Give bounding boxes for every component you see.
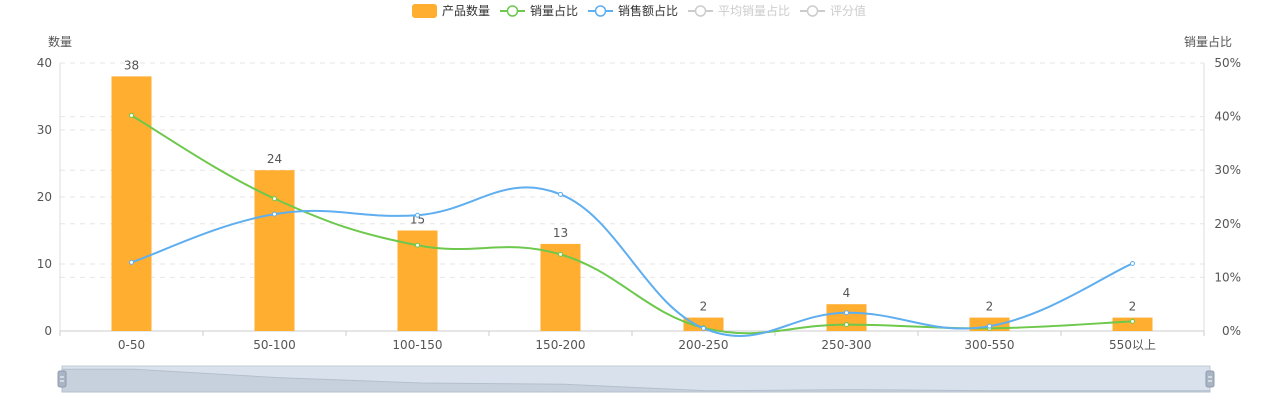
x-tick-label: 100-150 (392, 338, 442, 352)
line-point[interactable] (272, 196, 277, 202)
legend-item[interactable]: 产品数量 (412, 3, 490, 18)
legend-marker (694, 5, 707, 17)
bar[interactable] (683, 317, 724, 331)
right-axis-label: 销量占比 (1184, 34, 1232, 49)
legend-item[interactable]: 平均销量占比 (688, 3, 790, 18)
line-point[interactable] (1130, 318, 1135, 324)
right-tick-label: 20% (1214, 217, 1241, 231)
legend-label: 平均销量占比 (718, 3, 790, 18)
bar[interactable] (111, 76, 152, 332)
right-tick-label: 10% (1214, 270, 1241, 284)
datazoom-slider[interactable] (57, 365, 1215, 393)
bar-data-label: 24 (267, 152, 282, 166)
x-tick-label: 50-100 (253, 338, 296, 352)
legend-item[interactable]: 销量占比 (500, 3, 578, 18)
x-tick-label: 550以上 (1109, 338, 1156, 352)
x-tick-label: 150-200 (535, 338, 585, 352)
legend-marker (594, 5, 607, 17)
line-point[interactable] (415, 212, 420, 218)
datazoom-handle-grip[interactable] (1205, 370, 1215, 388)
legend-label: 销售额占比 (618, 3, 678, 18)
line-point[interactable] (558, 251, 563, 257)
line-point[interactable] (558, 191, 563, 197)
legend-label: 产品数量 (442, 3, 490, 18)
legend: 产品数量 销量占比 销售额占比 平均销量占比 评分值 (412, 3, 866, 18)
legend-bar-swatch (412, 4, 437, 18)
right-tick-label: 40% (1214, 110, 1241, 124)
bar-data-label: 13 (553, 226, 568, 240)
legend-item[interactable]: 销售额占比 (588, 3, 678, 18)
left-tick-label: 20 (37, 190, 52, 204)
legend-label: 评分值 (830, 3, 866, 18)
legend-marker (506, 5, 519, 17)
line-point[interactable] (272, 211, 277, 217)
datazoom-handle[interactable] (1205, 370, 1215, 388)
bar[interactable] (540, 243, 581, 331)
x-tick-label: 300-550 (964, 338, 1014, 352)
datazoom-handle[interactable] (57, 370, 67, 388)
line-point[interactable] (129, 259, 134, 265)
bar-data-label: 2 (1129, 300, 1137, 314)
line-point[interactable] (415, 242, 420, 248)
line-point[interactable] (844, 322, 849, 328)
bar-data-label: 2 (986, 300, 994, 314)
line-point[interactable] (701, 325, 706, 331)
left-tick-label: 10 (37, 257, 52, 271)
bar[interactable] (254, 170, 295, 331)
left-tick-label: 40 (37, 56, 52, 70)
line-point[interactable] (844, 310, 849, 316)
left-axis-label: 数量 (48, 34, 72, 49)
axes: 数量 销量占比 0% 10% 20% 30% 40% 50% 0 10 20 30 40 0-50 50… (37, 34, 1241, 352)
line-point[interactable] (129, 113, 134, 119)
legend-label: 销量占比 (530, 3, 578, 18)
series-line (131, 186, 1133, 337)
line-point[interactable] (1130, 260, 1135, 266)
x-tick-label: 250-300 (821, 338, 871, 352)
x-tick-label: 0-50 (118, 338, 145, 352)
line-point[interactable] (987, 323, 992, 329)
grid-lines (60, 62, 1204, 278)
left-tick-label: 0 (44, 324, 52, 338)
right-tick-label: 0% (1222, 324, 1241, 338)
line-series (129, 113, 1135, 337)
bar-data-label: 4 (843, 286, 851, 300)
left-tick-label: 30 (37, 123, 52, 137)
legend-item[interactable]: 评分值 (800, 3, 866, 18)
bar-data-label: 38 (124, 58, 139, 72)
bar-data-label: 2 (700, 300, 708, 314)
legend-marker (806, 5, 819, 17)
datazoom-preview (61, 368, 1211, 393)
x-tick-label: 200-250 (678, 338, 728, 352)
right-tick-label: 50% (1214, 56, 1241, 70)
datazoom-handle-grip[interactable] (57, 370, 67, 388)
right-tick-label: 30% (1214, 163, 1241, 177)
